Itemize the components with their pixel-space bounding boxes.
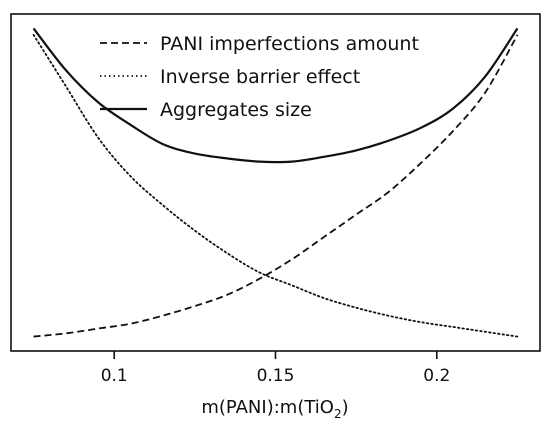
x-tick-label: 0.1 (101, 366, 128, 386)
x-tick-label: 0.2 (423, 366, 450, 386)
series-line-3 (32, 27, 519, 164)
legend-label-2: Inverse barrier effect (160, 66, 360, 88)
plot-frame (10, 13, 541, 352)
legend-label-3: Aggregates size (160, 99, 312, 121)
series-layer (32, 27, 519, 338)
x-axis: 0.1 0.15 0.2 (101, 351, 450, 386)
series-line-2 (32, 33, 519, 338)
legend-label-1: PANI imperfections amount (160, 33, 419, 55)
series-line-1 (33, 34, 519, 338)
x-tick-label: 0.15 (257, 366, 295, 386)
legend: PANI imperfections amount Inverse barrier… (100, 33, 419, 121)
x-axis-label: m(PANI):m(TiO2) (201, 397, 348, 421)
